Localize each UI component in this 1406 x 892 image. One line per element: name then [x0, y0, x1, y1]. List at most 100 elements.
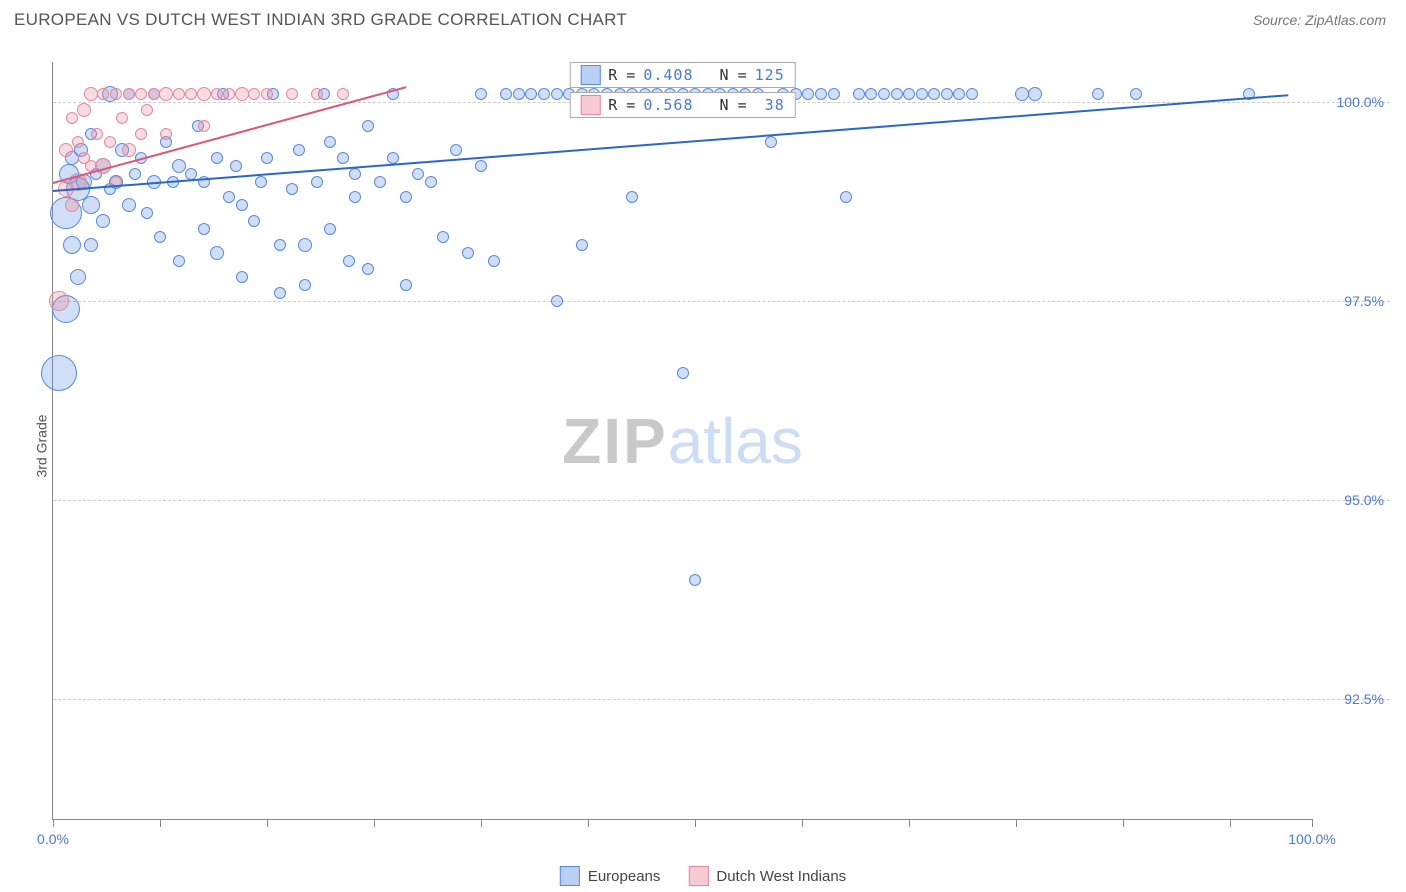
data-point	[84, 87, 98, 101]
data-point	[475, 160, 487, 172]
data-point	[248, 215, 260, 227]
gridline-h	[53, 301, 1390, 302]
data-point	[551, 295, 563, 307]
stat-n-value: 125	[755, 66, 785, 84]
data-point	[261, 152, 273, 164]
data-point	[689, 574, 701, 586]
data-point	[141, 104, 153, 116]
data-point	[160, 128, 172, 140]
data-point	[255, 176, 267, 188]
data-point	[337, 88, 349, 100]
x-tick-label: 100.0%	[1288, 831, 1335, 847]
data-point	[343, 255, 355, 267]
data-point	[953, 88, 965, 100]
data-point	[59, 143, 73, 157]
data-point	[154, 231, 166, 243]
data-point	[903, 88, 915, 100]
data-point	[349, 191, 361, 203]
x-tick	[267, 819, 268, 827]
data-point	[96, 214, 110, 228]
data-point	[1130, 88, 1142, 100]
data-point	[148, 88, 160, 100]
data-point	[223, 191, 235, 203]
data-point	[185, 168, 197, 180]
data-point	[513, 88, 525, 100]
data-point	[91, 128, 103, 140]
data-point	[941, 88, 953, 100]
y-axis-label: 3rd Grade	[34, 414, 50, 477]
data-point	[311, 88, 323, 100]
watermark-light: atlas	[668, 405, 803, 477]
x-tick	[160, 819, 161, 827]
data-point	[84, 238, 98, 252]
data-point	[293, 144, 305, 156]
y-tick-label: 92.5%	[1344, 691, 1384, 707]
data-point	[97, 88, 109, 100]
data-point	[211, 152, 223, 164]
y-tick-label: 100.0%	[1337, 94, 1384, 110]
x-tick	[695, 819, 696, 827]
data-point	[891, 88, 903, 100]
x-tick	[802, 819, 803, 827]
data-point	[815, 88, 827, 100]
gridline-h	[53, 699, 1390, 700]
data-point	[135, 88, 147, 100]
data-point	[110, 88, 122, 100]
data-point	[865, 88, 877, 100]
data-point	[198, 223, 210, 235]
data-point	[525, 88, 537, 100]
data-point	[173, 88, 185, 100]
legend-label: Dutch West Indians	[716, 868, 846, 885]
correlation-stat-box: R =0.568 N = 38	[569, 92, 796, 118]
y-tick-label: 97.5%	[1344, 293, 1384, 309]
data-point	[425, 176, 437, 188]
data-point	[135, 128, 147, 140]
data-point	[1028, 87, 1042, 101]
data-point	[437, 231, 449, 243]
data-point	[538, 88, 550, 100]
data-point	[387, 152, 399, 164]
data-point	[765, 136, 777, 148]
data-point	[123, 88, 135, 100]
data-point	[122, 143, 136, 157]
stat-r-value: 0.408	[643, 66, 693, 84]
data-point	[122, 198, 136, 212]
data-point	[286, 88, 298, 100]
chart-title: EUROPEAN VS DUTCH WEST INDIAN 3RD GRADE …	[14, 10, 627, 30]
data-point	[488, 255, 500, 267]
data-point	[70, 269, 86, 285]
data-point	[274, 287, 286, 299]
data-point	[462, 247, 474, 259]
x-tick	[53, 819, 54, 827]
data-point	[236, 271, 248, 283]
x-tick	[1230, 819, 1231, 827]
x-tick	[1016, 819, 1017, 827]
plot-area: ZIPatlas 92.5%95.0%97.5%100.0%0.0%100.0%…	[52, 62, 1312, 820]
data-point	[853, 88, 865, 100]
data-point	[198, 120, 210, 132]
data-point	[210, 246, 224, 260]
watermark-bold: ZIP	[562, 405, 668, 477]
data-point	[185, 88, 197, 100]
data-point	[878, 88, 890, 100]
data-point	[66, 112, 78, 124]
source-label: Source: ZipAtlas.com	[1253, 12, 1386, 28]
data-point	[840, 191, 852, 203]
data-point	[197, 87, 211, 101]
data-point	[173, 255, 185, 267]
gridline-h	[53, 500, 1390, 501]
x-tick	[374, 819, 375, 827]
data-point	[63, 236, 81, 254]
data-point	[248, 88, 260, 100]
data-point	[49, 291, 69, 311]
data-point	[362, 263, 374, 275]
data-point	[551, 88, 563, 100]
data-point	[298, 238, 312, 252]
data-point	[141, 207, 153, 219]
stat-swatch	[580, 65, 600, 85]
data-point	[129, 168, 141, 180]
data-point	[116, 112, 128, 124]
x-tick	[1312, 819, 1313, 827]
data-point	[576, 239, 588, 251]
data-point	[77, 103, 91, 117]
